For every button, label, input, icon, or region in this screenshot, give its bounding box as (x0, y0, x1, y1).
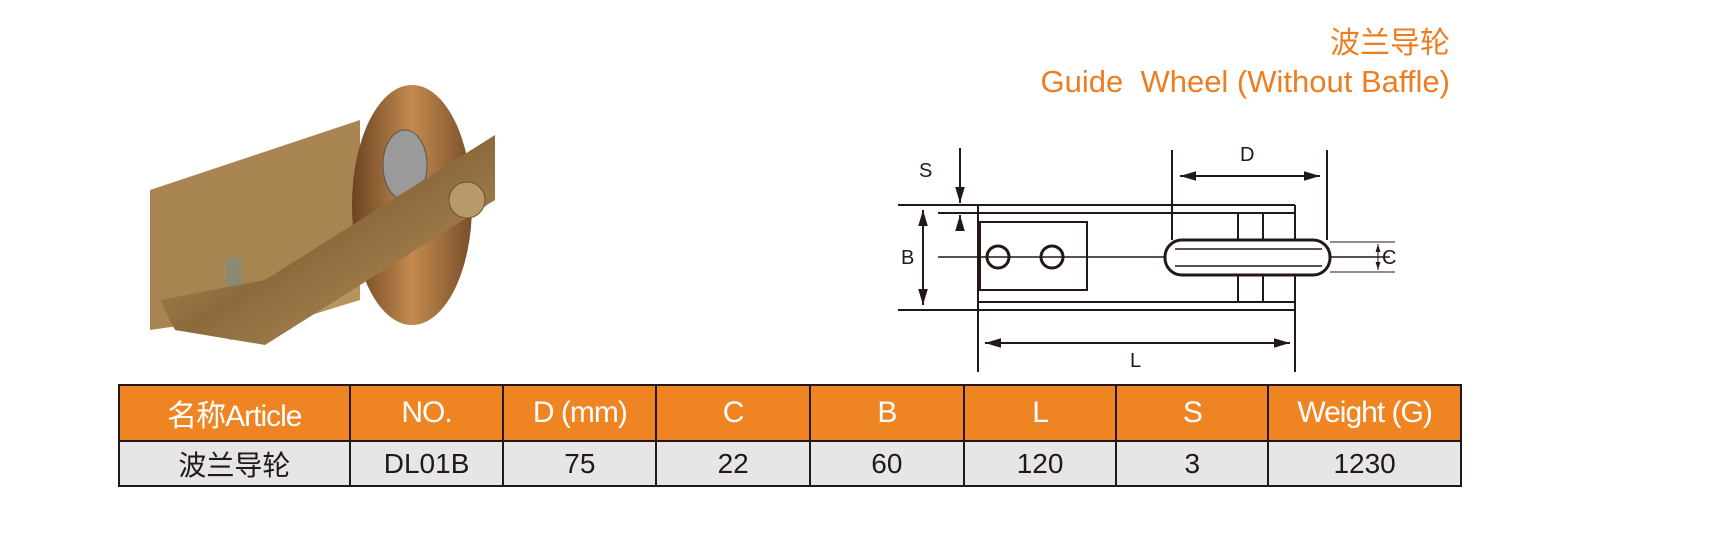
cell-c: 22 (655, 440, 811, 487)
product-photo (150, 85, 495, 345)
cell-b: 60 (809, 440, 965, 487)
table-header-row: 名称Article NO. D (mm) C B L S Weight (G) (118, 384, 1462, 442)
header-b: B (809, 384, 965, 442)
product-title-cn: 波兰导轮 (1330, 27, 1450, 60)
header-s: S (1115, 384, 1270, 442)
table-row: 波兰导轮 DL01B 75 22 60 120 3 1230 (118, 440, 1462, 487)
header-l: L (962, 384, 1118, 442)
label-l: L (1130, 350, 1141, 372)
label-c: C (1382, 247, 1396, 269)
cell-article: 波兰导轮 (118, 440, 351, 487)
header-no: NO. (348, 384, 505, 442)
cell-weight: 1230 (1267, 440, 1462, 487)
cell-s: 3 (1115, 440, 1270, 487)
cell-d: 75 (502, 440, 658, 487)
spec-table: 名称Article NO. D (mm) C B L S Weight (G) … (118, 384, 1462, 487)
header-d: D (mm) (502, 384, 658, 442)
header-weight: Weight (G) (1267, 384, 1462, 442)
label-d: D (1240, 144, 1254, 166)
dimension-diagram (898, 148, 1395, 372)
header-article: 名称Article (118, 384, 351, 442)
label-b: B (901, 247, 914, 269)
cell-l: 120 (962, 440, 1118, 487)
product-title-en: Guide Wheel (Without Baffle) (1040, 64, 1451, 99)
label-s: S (919, 160, 932, 182)
header-c: C (655, 384, 811, 442)
cell-no: DL01B (348, 440, 505, 487)
